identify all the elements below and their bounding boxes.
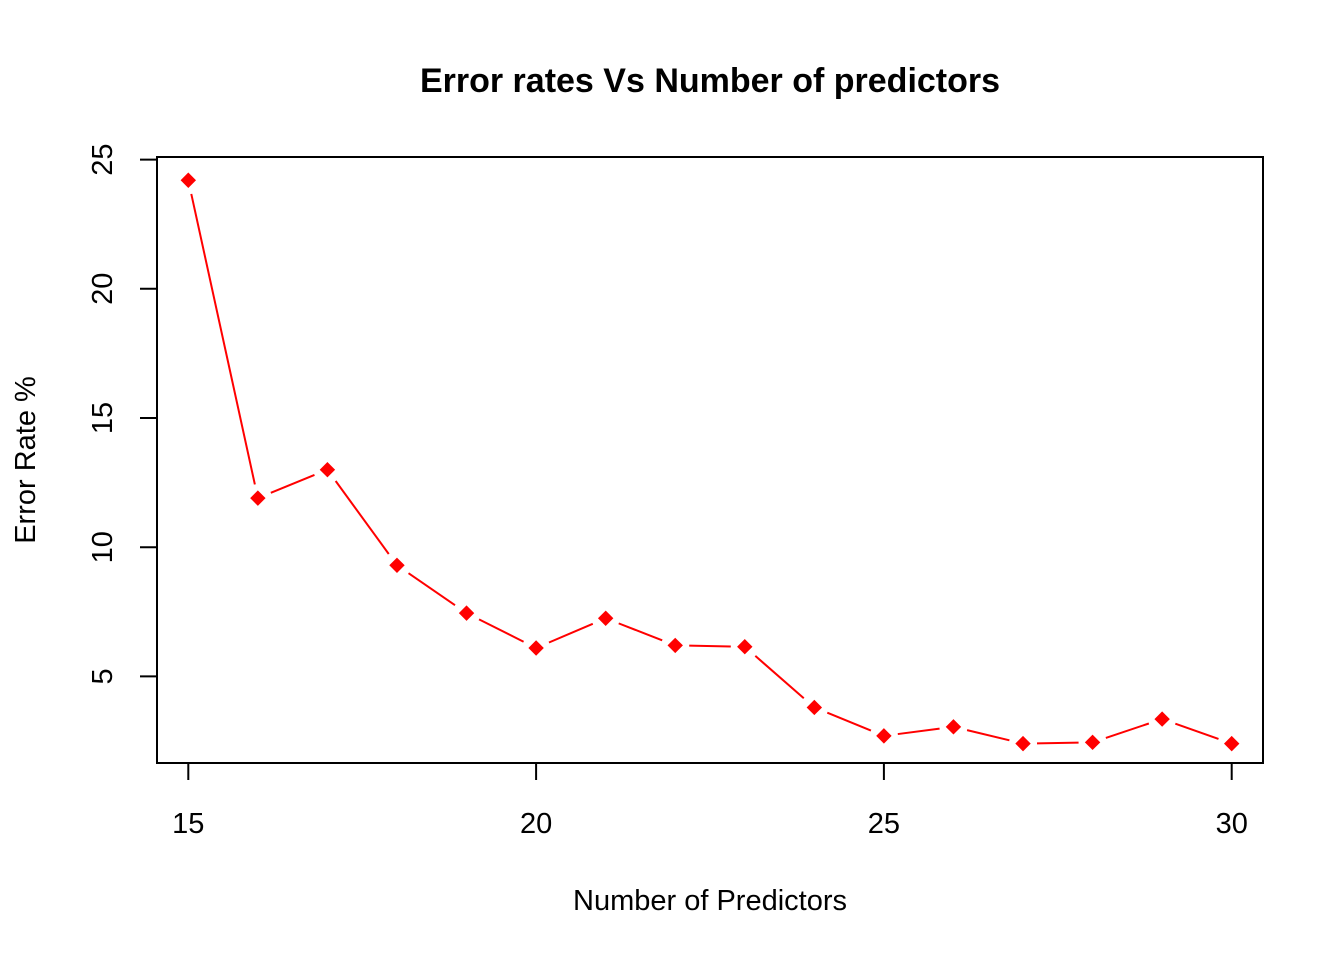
x-tick-label: 15: [172, 808, 204, 840]
data-point-marker: [1223, 735, 1240, 752]
data-point-marker: [180, 172, 197, 188]
y-tick-label: 25: [87, 143, 119, 175]
series-layer: [180, 172, 1240, 752]
series-line-segment: [966, 729, 1010, 742]
x-tick-label: 20: [520, 808, 552, 840]
data-point-marker: [806, 699, 823, 716]
plot-frame: [156, 156, 1264, 764]
x-axis-label: Number of Predictors: [573, 885, 847, 917]
y-axis-label: Error Rate %: [10, 376, 42, 544]
series-line-segment: [1105, 722, 1150, 739]
data-point-marker: [1015, 735, 1031, 752]
data-point-marker: [1154, 711, 1170, 727]
series-line-segment: [190, 193, 256, 485]
y-tick-label: 10: [87, 531, 119, 563]
y-tick-label: 15: [87, 402, 119, 434]
series-line-segment: [689, 644, 731, 648]
data-point-marker: [737, 639, 753, 655]
data-point-marker: [945, 719, 962, 735]
data-point-marker: [876, 728, 892, 744]
series-line-segment: [1175, 722, 1219, 740]
x-tick-label: 25: [868, 808, 900, 840]
y-tick-label: 20: [87, 273, 119, 305]
x-tick-label: 30: [1216, 808, 1248, 840]
data-point-marker: [667, 637, 683, 654]
series-line-segment: [270, 474, 315, 494]
data-point-marker: [250, 490, 266, 506]
chart-title: Error rates Vs Number of predictors: [420, 62, 1000, 100]
x-axis: 15 20 25 30: [172, 762, 1248, 840]
series-line-segment: [754, 655, 805, 699]
series-line-segment: [334, 480, 390, 555]
series-line-segment: [478, 618, 525, 643]
series-line-segment: [407, 572, 456, 607]
series-line-segment: [897, 727, 940, 736]
data-point-marker: [319, 461, 336, 478]
series-line-segment: [548, 622, 594, 644]
series-line-segment: [1036, 741, 1079, 745]
data-point-marker: [389, 557, 405, 574]
series-line-segment: [618, 622, 663, 642]
data-point-marker: [458, 605, 475, 621]
y-tick-label: 5: [87, 668, 119, 684]
series-line-segment: [826, 711, 872, 732]
data-point-marker: [597, 610, 614, 626]
data-point-marker: [1084, 734, 1101, 751]
y-axis: 5 10 15 20 25: [87, 143, 158, 684]
data-point-marker: [528, 640, 544, 656]
